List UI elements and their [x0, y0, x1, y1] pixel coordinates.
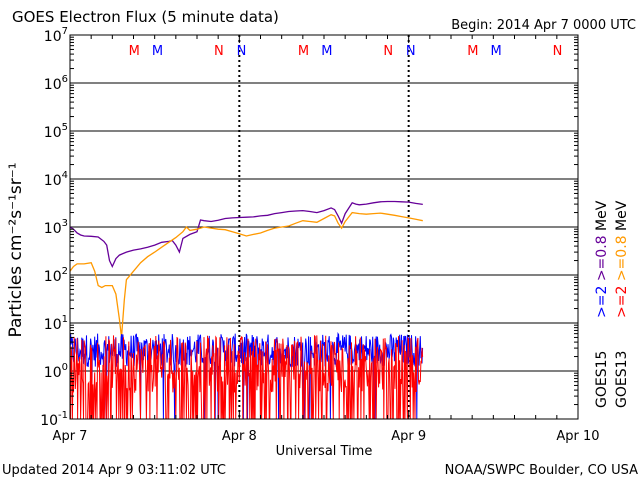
- legend-satellite-label: GOES15: [594, 351, 610, 408]
- y-tick-label: 100: [44, 362, 68, 381]
- y-tick-label: 107: [44, 26, 68, 45]
- chart-title: GOES Electron Flux (5 minute data): [12, 8, 279, 26]
- legend-entry: >=2: [614, 281, 630, 318]
- local-time-marker-n: N: [383, 44, 393, 59]
- plot-border: [69, 34, 579, 420]
- y-tick-labels: 10-1 100 101 102 103 104 105 106 107: [40, 26, 68, 429]
- legend-satellite-label: GOES13: [614, 351, 630, 408]
- local-time-marker-m: M: [129, 44, 140, 59]
- local-time-marker-n: N: [214, 44, 224, 59]
- y-tick-label: 104: [44, 170, 68, 189]
- y-axis-label: Particles cm⁻²s⁻¹sr⁻¹: [6, 162, 26, 337]
- local-time-marker-m: M: [491, 44, 502, 59]
- x-tick-label: Apr 7: [53, 429, 88, 444]
- credit-label: NOAA/SWPC Boulder, CO USA: [445, 463, 638, 478]
- x-tick-label: Apr 10: [556, 429, 599, 444]
- plot-frame: [69, 34, 579, 420]
- x-axis-label: Universal Time: [276, 444, 373, 459]
- legend-entry: >=0.8: [614, 235, 630, 281]
- legend-unit: MeV: [594, 200, 610, 235]
- gridlines: [70, 35, 578, 419]
- y-tick-label: 101: [44, 314, 68, 333]
- series-line: [69, 200, 423, 269]
- local-time-marker-n: N: [553, 44, 563, 59]
- series-layer: [69, 200, 424, 420]
- y-tick-label: 105: [44, 122, 68, 141]
- legend-unit: MeV: [614, 200, 630, 235]
- updated-timestamp: Updated 2014 Apr 9 03:11:02 UTC: [2, 463, 226, 478]
- local-time-marker-n: N: [237, 44, 247, 59]
- legend-entry: >=0.8: [594, 235, 610, 281]
- local-time-marker-m: M: [298, 44, 309, 59]
- begin-time-label: Begin: 2014 Apr 7 0000 UTC: [451, 18, 636, 33]
- y-tick-label: 106: [44, 74, 68, 93]
- local-time-marker-n: N: [406, 44, 416, 59]
- x-tick-label: Apr 8: [222, 429, 257, 444]
- local-time-marker-m: M: [467, 44, 478, 59]
- local-time-marker-m: M: [152, 44, 163, 59]
- y-tick-label: 103: [44, 218, 68, 237]
- legend: GOES15 >=2 >=0.8 MeV GOES13 >=2 >=0.8 MeV: [594, 200, 630, 408]
- local-time-marker-m: M: [321, 44, 332, 59]
- series-line: [69, 211, 423, 338]
- y-tick-label: 102: [44, 266, 68, 285]
- y-tick-label: 10-1: [40, 410, 68, 429]
- x-tick-label: Apr 9: [391, 429, 426, 444]
- legend-entries: >=2 >=0.8 MeV: [594, 200, 610, 318]
- legend-entries: >=2 >=0.8 MeV: [614, 200, 630, 318]
- x-tick-labels: Apr 7 Apr 8 Apr 9 Apr 10: [53, 429, 600, 444]
- legend-entry: >=2: [594, 281, 610, 318]
